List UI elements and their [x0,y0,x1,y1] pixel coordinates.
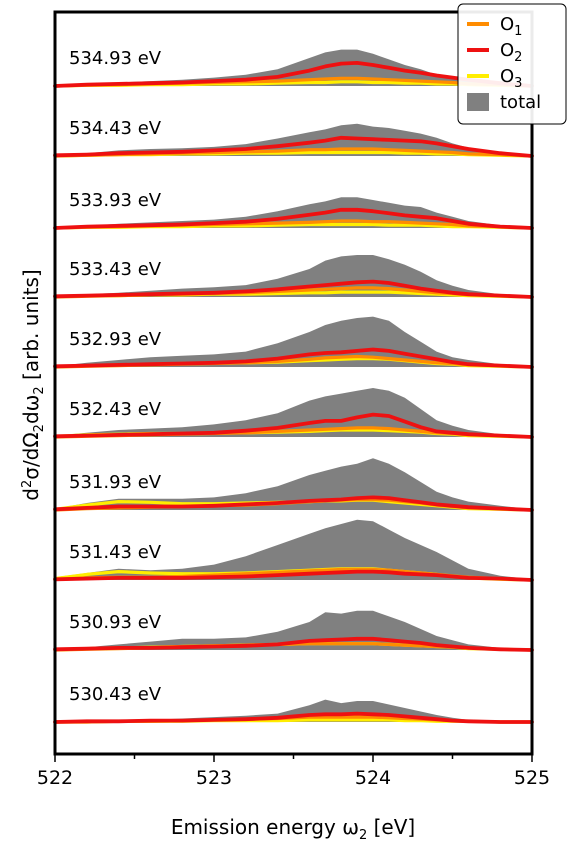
x-axis: 522 523 524 525 [37,754,550,789]
legend-entry: total [467,92,541,113]
o2-line [53,412,534,439]
spectrum-panel: 533.43 eV [53,255,534,299]
o2-line [53,61,534,88]
panel-energy-label: 531.43 eV [69,542,162,563]
spectrum-panel: 534.93 eV [53,48,534,88]
legend-label: total [500,92,541,113]
panels-layer: 534.93 eV 534.43 eV 533.93 eV 533.43 eV 532.… [53,48,534,724]
total-area [55,458,532,510]
panel-energy-label: 534.93 eV [69,48,162,69]
panel-energy-label: 532.43 eV [69,399,162,420]
o2-line [53,495,534,512]
legend-swatch [467,93,489,111]
spectrum-panel: 534.43 eV [53,118,534,158]
legend-label: O3 [500,66,522,91]
legend-label: O2 [500,40,522,65]
panel-energy-label: 533.93 eV [69,190,162,211]
total-area [55,610,532,650]
x-tick-label: 525 [514,767,550,789]
o2-line [53,347,534,369]
x-tick-label: 522 [37,767,73,789]
o2-line [53,207,534,230]
panel-energy-label: 530.43 eV [69,684,162,705]
total-area [55,123,532,156]
panel-energy-label: 531.93 eV [69,472,162,493]
legend-entry: O1 [467,14,522,39]
o2-line [53,636,534,652]
legend-entry: O3 [467,66,522,91]
panel-energy-label: 533.43 eV [69,259,162,280]
legend-label: O1 [500,14,522,39]
panel-energy-label: 534.43 eV [69,118,162,139]
spectrum-panel: 532.93 eV [53,316,534,369]
x-tick-label: 523 [196,767,232,789]
spectrum-panel: 530.43 eV [53,684,534,724]
total-area [55,49,532,86]
o2-line [53,279,534,299]
spectrum-panel: 532.43 eV [53,388,534,439]
total-area [55,197,532,228]
o2-line [53,135,534,158]
spectrum-panel: 531.43 eV [53,519,534,582]
x-tick-label: 524 [355,767,391,789]
spectrum-panel: 531.93 eV [53,458,534,512]
y-axis-label: d2σ/dΩ2dω2 [arb. units] [19,269,47,500]
legend-entry: O2 [467,40,522,65]
o2-line [53,569,534,582]
total-area [55,519,532,580]
spectrum-panel: 530.93 eV [53,610,534,652]
o2-line [53,711,534,724]
spectrum-panel: 533.93 eV [53,190,534,230]
x-axis-label: Emission energy ω2 [eV] [171,815,415,843]
panel-energy-label: 532.93 eV [69,329,162,350]
panel-energy-label: 530.93 eV [69,612,162,633]
